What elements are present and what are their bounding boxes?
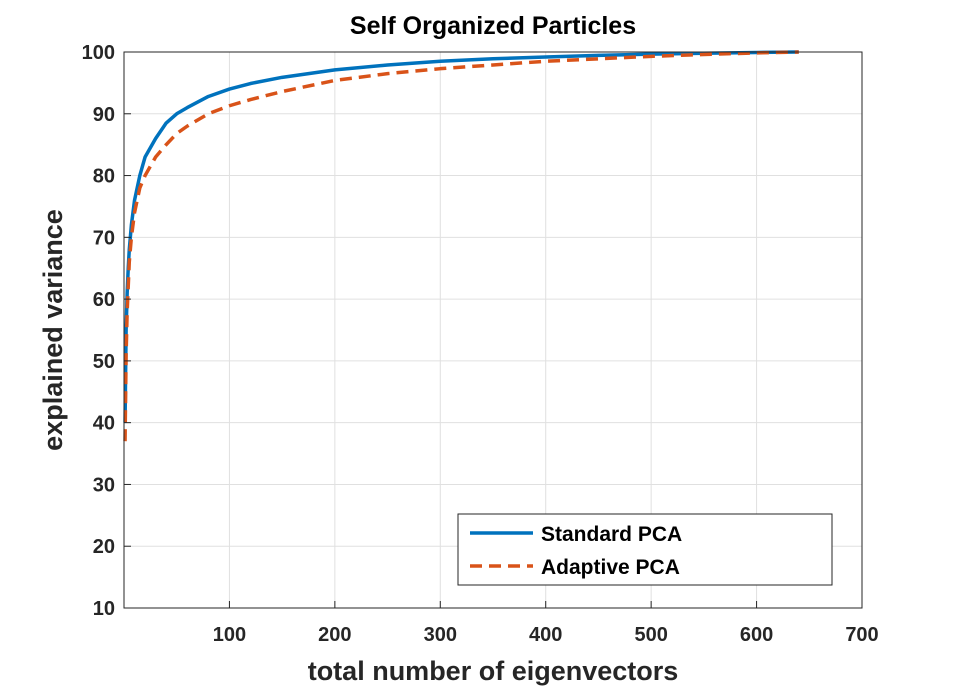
y-axis-title: explained variance [38,209,68,451]
y-tick-label: 100 [82,42,115,64]
x-tick-label: 300 [424,624,457,646]
legend-label: Adaptive PCA [541,556,680,579]
x-tick-label: 200 [318,624,351,646]
x-axis-title: total number of eigenvectors [308,656,679,686]
x-tick-label: 400 [529,624,562,646]
y-tick-label: 70 [93,227,115,249]
chart-title: Self Organized Particles [350,12,636,40]
x-tick-label: 600 [740,624,773,646]
y-tick-label: 50 [93,351,115,373]
series-line-adaptive-pca [123,50,799,442]
y-tick-label: 90 [93,104,115,126]
plot-area-frame [123,51,863,609]
x-tick-label: 500 [634,624,667,646]
legend: Standard PCA Adaptive PCA [457,513,833,586]
series-lines [123,50,799,442]
y-tick-label: 40 [93,413,115,435]
legend-box [457,513,833,586]
y-tick-label: 60 [93,289,115,311]
legend-label: Standard PCA [541,523,682,546]
y-tick-label: 30 [93,474,115,496]
x-tick-label: 700 [845,624,878,646]
x-tick-label: 100 [213,624,246,646]
grid [124,52,862,608]
axis-ticks: 100 200 300 400 500 600 700 10 20 30 40 50 60 70 80 90 1… [82,42,879,646]
y-tick-label: 20 [93,536,115,558]
y-tick-label: 10 [93,598,115,620]
y-tick-label: 80 [93,166,115,188]
